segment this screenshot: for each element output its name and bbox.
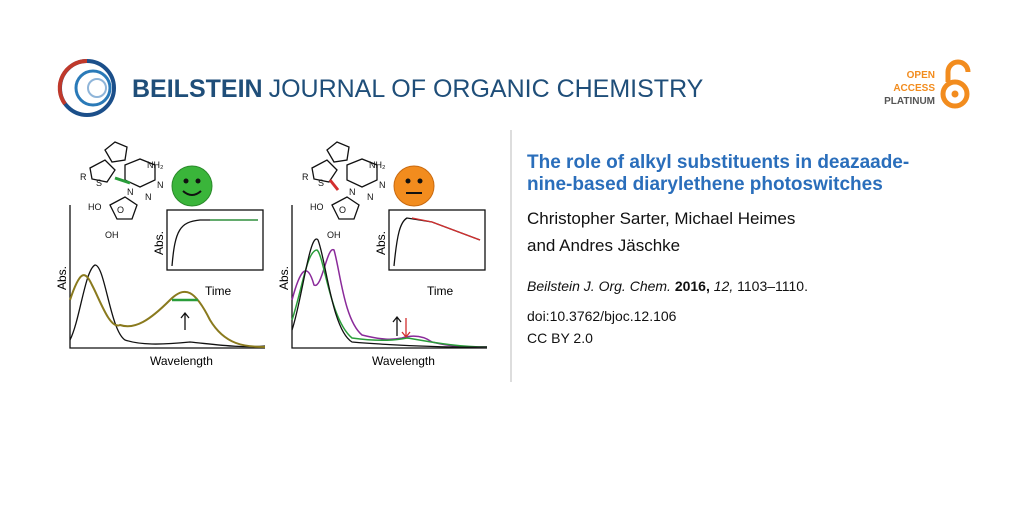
axis-label: Wavelength (150, 354, 213, 368)
chem-label: O (117, 205, 124, 215)
chem-label: N (367, 192, 374, 202)
chem-label: N (379, 180, 386, 190)
badge-line: ACCESS (893, 83, 935, 94)
chem-label: NH₂ (369, 160, 386, 170)
chem-label: OH (327, 230, 341, 240)
axis-label: Abs. (277, 266, 291, 290)
title-line: The role of alkyl substituents in deazaa… (527, 152, 909, 173)
chem-label: R (302, 172, 309, 182)
doi: doi:10.3762/bjoc.12.106 (527, 308, 677, 324)
chem-label: O (339, 205, 346, 215)
license: CC BY 2.0 (527, 330, 593, 346)
axis-label: Time (427, 284, 454, 298)
axis-label: Abs. (152, 231, 166, 255)
chem-label: N (349, 187, 356, 197)
badge-line: OPEN (907, 70, 935, 81)
logo (57, 58, 116, 117)
chem-label: NH₂ (147, 160, 164, 170)
chem-label: N (157, 180, 164, 190)
chem-label: HO (88, 202, 102, 212)
axis-label: Wavelength (372, 354, 435, 368)
panel: R S N NH₂ N N HO O OH Abs. Wavelength Ab… (55, 141, 266, 368)
brand: BEILSTEIN JOURNAL OF ORGANIC CHEMISTRY (132, 75, 704, 103)
axis-label: Abs. (374, 231, 388, 255)
chem-label: N (127, 187, 134, 197)
chem-label: HO (310, 202, 324, 212)
author-line: and Andres Jäschke (527, 236, 680, 255)
axis-label: Abs. (55, 266, 69, 290)
chem-label: S (96, 178, 102, 188)
author-line: Christopher Sarter, Michael Heimes (527, 209, 795, 228)
chem-label: S (318, 178, 324, 188)
badge-line: PLATINUM (884, 96, 935, 107)
open-access-badge: OPEN ACCESS PLATINUM (884, 59, 971, 109)
chem-label: R (80, 172, 87, 182)
chem-label: OH (105, 230, 119, 240)
panel: R S N NH₂ N N HO O OH Abs. Wavelength Ab… (277, 141, 488, 368)
chem-label: N (145, 192, 152, 202)
title-line: nine-based diarylethene photoswitches (527, 174, 883, 195)
axis-label: Time (205, 284, 232, 298)
citation: Beilstein J. Org. Chem. 2016, 12, 1103–1… (527, 278, 808, 294)
